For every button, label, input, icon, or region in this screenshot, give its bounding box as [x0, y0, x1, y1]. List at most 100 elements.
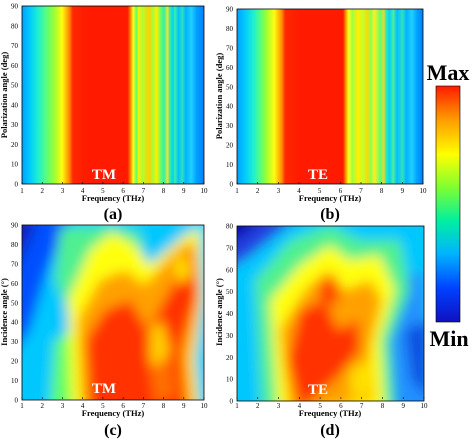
- x-tick-label: 9: [401, 187, 405, 195]
- x-tick-label: 6: [339, 402, 343, 410]
- x-tick-label: 9: [182, 187, 186, 195]
- x-tick-label: 4: [81, 402, 85, 410]
- y-axis-title-c: Incidence angle (°): [0, 278, 9, 346]
- mode-tag-a: TM: [92, 167, 116, 183]
- y-tick-label: 0: [15, 181, 19, 189]
- y-ticks-b: 0 10 20 30 40 50 60 70 80 90: [226, 6, 234, 189]
- y-tick-label: 60: [226, 266, 234, 274]
- panel-letter-c: (c): [104, 422, 122, 439]
- x-tick-label: 10: [201, 187, 209, 195]
- y-tick-label: 90: [11, 222, 19, 230]
- colorbar-scale: [435, 85, 461, 323]
- plot-frame-a: [21, 5, 205, 185]
- y-tick-label: 0: [230, 181, 234, 189]
- y-tick-label: 80: [226, 223, 234, 231]
- x-tick-label: 9: [401, 402, 405, 410]
- x-tick-label: 6: [339, 187, 343, 195]
- x-tick-label: 7: [142, 187, 146, 195]
- panel-letter-b: (b): [320, 206, 340, 223]
- x-ticks-d: 1 2 3 4 5 6 7 8 9 10: [235, 397, 428, 410]
- panel-b: TE 1 2 3 4 5 6 7 8 9 10 0 10 20 30 40 50 60 70 80 90 Frequ…: [214, 6, 427, 224]
- y-axis-title-b: Polarization angle (deg): [214, 53, 224, 140]
- x-tick-label: 3: [277, 187, 281, 195]
- y-tick-label: 10: [11, 161, 19, 169]
- y-tick-label: 40: [11, 319, 19, 327]
- heatmap-d: [237, 226, 424, 401]
- x-tick-label: 5: [101, 402, 105, 410]
- heatmap-c: [22, 225, 204, 400]
- x-tick-label: 8: [162, 402, 166, 410]
- y-tick-label: 40: [226, 103, 234, 111]
- x-tick-label: 5: [318, 187, 322, 195]
- y-tick-label: 70: [226, 244, 234, 252]
- y-axis-title-a: Polarization angle (deg): [0, 52, 9, 139]
- x-tick-label: 9: [182, 402, 186, 410]
- y-tick-label: 30: [11, 338, 19, 346]
- y-tick-label: 40: [11, 101, 19, 109]
- x-tick-label: 10: [421, 402, 429, 410]
- y-tick-label: 20: [11, 141, 19, 149]
- y-tick-label: 70: [11, 42, 19, 50]
- x-tick-label: 4: [297, 187, 301, 195]
- panel-a: TM 1 2 3 4 5 6 7 8 9 10 0 10 20 30 40 50 60 70 80 90 Frequ…: [0, 3, 208, 224]
- panel-letter-d: (d): [320, 422, 340, 439]
- y-ticks-c: 0 10 20 30 40 50 60 70 80 90: [11, 222, 19, 405]
- y-tick-label: 70: [226, 44, 234, 52]
- x-axis-title-b: Frequency (THz): [299, 193, 362, 203]
- x-tick-label: 4: [81, 187, 85, 195]
- x-tick-label: 7: [359, 187, 363, 195]
- x-tick-label: 8: [162, 187, 166, 195]
- y-tick-label: 60: [11, 62, 19, 70]
- y-tick-label: 10: [11, 377, 19, 385]
- y-tick-label: 70: [11, 260, 19, 268]
- y-tick-label: 80: [11, 22, 19, 30]
- y-tick-label: 10: [226, 161, 234, 169]
- x-tick-label: 1: [235, 187, 239, 195]
- heatmap-b: [237, 9, 423, 184]
- y-tick-label: 50: [226, 288, 234, 296]
- y-ticks-d: 0 10 20 30 40 50 60 70 80: [226, 223, 234, 406]
- plot-frame-b: [236, 8, 424, 185]
- x-axis-title-d: Frequency (THz): [299, 408, 362, 418]
- panel-c: TM 1 2 3 4 5 6 7 8 9 10 0 10 20 30 40 50 60 70 80 90 Frequ…: [0, 222, 208, 440]
- y-tick-label: 0: [15, 397, 19, 405]
- x-tick-label: 10: [420, 187, 428, 195]
- y-tick-label: 10: [226, 376, 234, 384]
- y-tick-label: 80: [226, 25, 234, 33]
- y-tick-label: 40: [226, 310, 234, 318]
- y-tick-label: 20: [11, 358, 19, 366]
- y-tick-label: 60: [11, 280, 19, 288]
- y-tick-label: 0: [230, 398, 234, 406]
- x-ticks-b: 1 2 3 4 5 6 7 8 9 10: [235, 182, 427, 195]
- x-tick-label: 5: [318, 402, 322, 410]
- panel-d: TE 1 2 3 4 5 6 7 8 9 10 0 10 20 30 40 50 60 70 80 Frequen…: [214, 223, 428, 440]
- colorbar: Max Min: [427, 60, 470, 351]
- x-tick-label: 3: [61, 402, 65, 410]
- x-tick-label: 2: [256, 187, 260, 195]
- y-tick-label: 20: [226, 142, 234, 150]
- mode-tag-d: TE: [308, 382, 328, 398]
- y-tick-label: 50: [11, 299, 19, 307]
- x-tick-label: 1: [20, 187, 24, 195]
- x-tick-label: 4: [298, 402, 302, 410]
- x-tick-label: 7: [142, 402, 146, 410]
- y-tick-label: 30: [226, 332, 234, 340]
- x-tick-label: 6: [121, 187, 125, 195]
- x-tick-label: 5: [101, 187, 105, 195]
- x-ticks-c: 1 2 3 4 5 6 7 8 9 10: [20, 397, 208, 410]
- colorbar-min-label: Min: [429, 326, 468, 351]
- y-tick-label: 20: [226, 354, 234, 362]
- x-axis-title-a: Frequency (THz): [82, 193, 145, 203]
- x-tick-label: 3: [277, 402, 281, 410]
- x-tick-label: 2: [40, 187, 44, 195]
- y-tick-label: 90: [11, 3, 19, 11]
- y-tick-label: 80: [11, 241, 19, 249]
- y-tick-label: 50: [11, 82, 19, 90]
- y-tick-label: 50: [226, 83, 234, 91]
- mode-tag-b: TE: [308, 167, 328, 183]
- x-tick-label: 8: [381, 402, 385, 410]
- y-tick-label: 30: [226, 122, 234, 130]
- x-tick-label: 10: [201, 402, 209, 410]
- y-ticks-a: 0 10 20 30 40 50 60 70 80 90: [11, 3, 19, 189]
- plot-frame-c: [21, 224, 205, 401]
